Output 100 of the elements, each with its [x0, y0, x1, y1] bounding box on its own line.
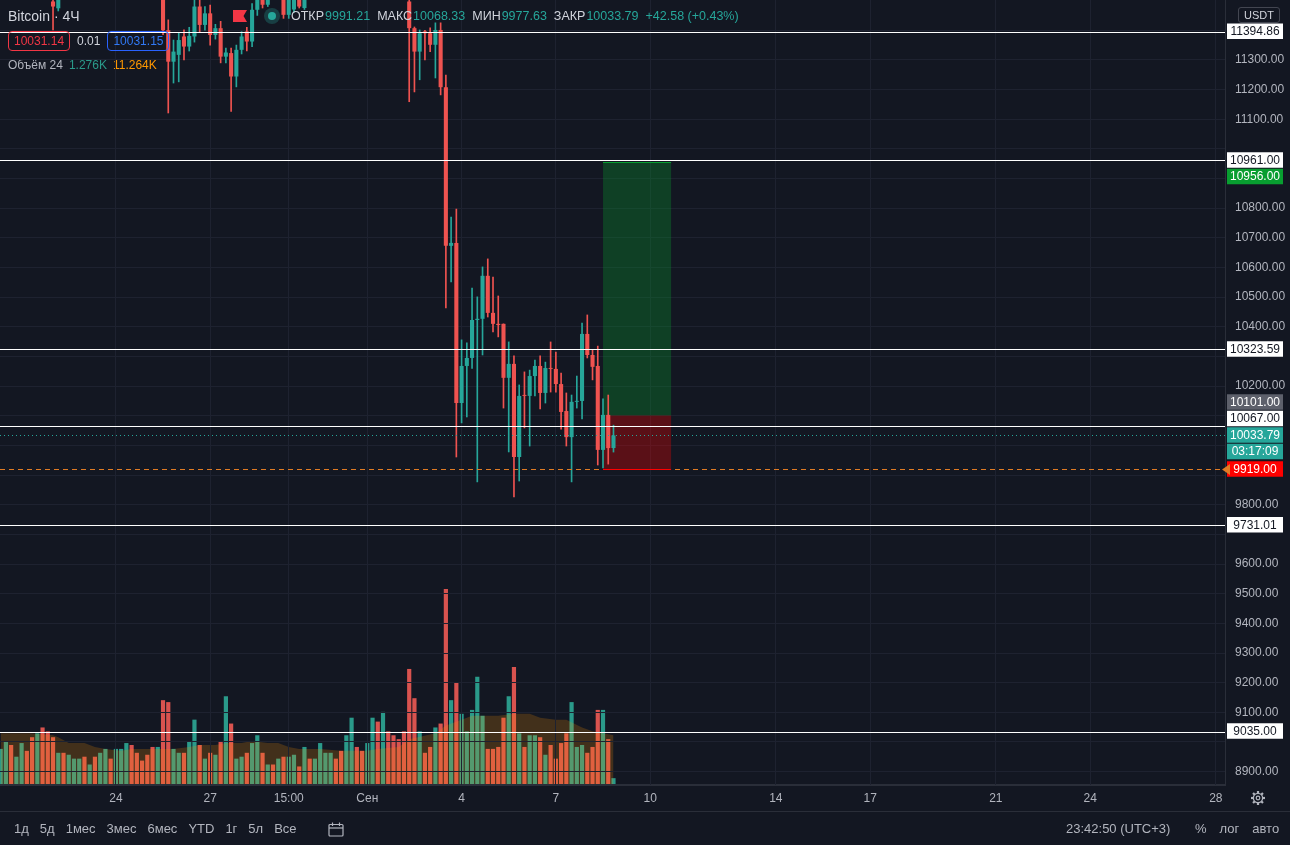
bar [155, 746, 160, 784]
ref-line-label: 10961.00 [1229, 152, 1281, 167]
bar [490, 748, 496, 784]
annotation: 10031.15 [107, 31, 170, 51]
y-tick-label: 10500.00 [1235, 289, 1286, 304]
y-tick-label: 9800.00 [1235, 497, 1279, 512]
x-tick-label: 7 [552, 790, 560, 805]
bar [234, 758, 239, 784]
text: Bitcoin · 4Ч [8, 8, 80, 24]
bar [443, 589, 448, 784]
bar [454, 682, 459, 784]
x-tick-label: 4 [458, 790, 466, 805]
x-tick-label: Сен [356, 790, 379, 805]
x-tick-label: 14 [769, 790, 783, 805]
chart-title: Объём 24 [8, 58, 63, 72]
bar [579, 745, 585, 784]
bar [511, 667, 517, 784]
bar [35, 733, 40, 784]
bar [56, 752, 61, 784]
annotation: 10068.33 [413, 9, 466, 23]
bar [71, 758, 77, 784]
text: 1мес [65, 821, 96, 836]
bar [600, 709, 606, 784]
y-tick-label: 10400.00 [1235, 319, 1286, 334]
bar [611, 778, 616, 784]
bar [202, 758, 208, 784]
annotation: 9991.21 [324, 9, 371, 23]
bar [433, 727, 438, 784]
annotation: 10031.14 [8, 31, 71, 51]
bar [276, 758, 281, 784]
bar [606, 739, 611, 784]
y-tick-label: 10600.00 [1235, 259, 1286, 274]
bar [449, 700, 454, 784]
bar [291, 754, 297, 784]
annotation: 0.01 [77, 33, 101, 50]
text: Все [274, 821, 297, 836]
y-tick-label: 10800.00 [1235, 200, 1286, 215]
text: % [1195, 821, 1207, 836]
x-tick-label: 21 [989, 790, 1003, 805]
text: 3мес [106, 821, 137, 836]
text: 9919.00 [1233, 461, 1278, 476]
ref-line-label: 9035.00 [1233, 723, 1278, 738]
ref-line-label: 10323.59 [1229, 341, 1281, 356]
bar [297, 766, 302, 784]
text: 10956.00 [1229, 169, 1281, 184]
bar [218, 741, 223, 784]
bar [307, 758, 312, 784]
bar [281, 756, 286, 784]
y-tick-label: 11300.00 [1235, 52, 1285, 67]
x-tick-label: 10 [643, 790, 658, 805]
annotation: МИН [472, 9, 501, 23]
bar [197, 745, 202, 784]
annotation: 10033.79 [586, 9, 639, 23]
x-tick-label: 17 [863, 790, 878, 805]
text: 1г [225, 821, 238, 836]
bar [213, 754, 218, 784]
bar [181, 752, 187, 784]
annotation: 9977.63 [501, 9, 547, 23]
ref-line-label: 10033.79 [1229, 427, 1281, 442]
bar [9, 745, 14, 784]
y-tick-label: 8900.00 [1235, 763, 1279, 778]
bar [61, 752, 66, 784]
x-tick-label: 24 [1083, 790, 1098, 805]
bar [160, 700, 166, 784]
bar [244, 752, 249, 784]
annotation: +42.58 (+0.43%) [645, 9, 739, 23]
annotation: ЗАКР [553, 9, 586, 23]
bar [380, 711, 386, 784]
bar [543, 754, 548, 784]
bar [3, 741, 8, 784]
bar [19, 743, 24, 784]
bar [375, 721, 380, 784]
bar [239, 756, 244, 784]
ref-line-label: 9731.01 [1233, 517, 1278, 532]
annotation: 11.264K [112, 58, 157, 72]
bar [517, 733, 522, 784]
text: 6мес [147, 821, 178, 836]
bar [506, 696, 511, 784]
ref-line-label: 10067.00 [1229, 411, 1281, 426]
bar [82, 756, 87, 784]
x-tick-label: 24 [109, 790, 123, 805]
y-tick-label: 10700.00 [1235, 230, 1286, 245]
x-tick-label: 15:00 [273, 790, 305, 805]
text: 10101.00 [1229, 394, 1281, 409]
text: YTD [188, 821, 215, 836]
bar [92, 756, 98, 784]
text: авто [1252, 821, 1280, 836]
y-axis-title: USDT [1238, 7, 1280, 23]
bar [359, 750, 365, 784]
y-tick-label: 9300.00 [1235, 645, 1279, 660]
x-tick-label: 27 [203, 790, 218, 805]
bar [532, 735, 538, 784]
bar [29, 737, 35, 784]
bar [522, 746, 527, 784]
bar [260, 752, 265, 784]
bar [417, 731, 422, 784]
y-tick-label: 9400.00 [1235, 615, 1279, 630]
bar [538, 737, 543, 784]
y-tick-label: 9600.00 [1235, 556, 1279, 571]
x-tick-label: 28 [1209, 790, 1223, 805]
